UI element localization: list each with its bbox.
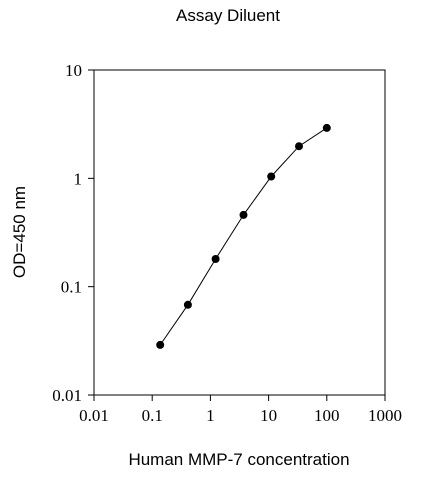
data-points (156, 123, 331, 349)
x-tick-label: 0.1 (142, 406, 163, 425)
y-axis-ticks: 0.01 0.1 1 10 (52, 61, 94, 405)
y-tick-label: 10 (65, 61, 82, 80)
y-tick-label: 1 (74, 169, 83, 188)
series-line (159, 127, 328, 346)
data-point (156, 340, 165, 349)
x-tick-label: 0.01 (79, 406, 109, 425)
chart-title: Assay Diluent (176, 6, 280, 25)
x-tick-label: 100 (314, 406, 340, 425)
x-tick-label: 1 (206, 406, 215, 425)
data-point (295, 142, 303, 151)
data-point (267, 172, 276, 181)
y-tick-label: 0.01 (52, 386, 82, 405)
x-tick-label: 10 (260, 406, 277, 425)
y-tick-label: 0.1 (61, 278, 82, 297)
x-axis-ticks: 0.01 0.1 1 10 100 1000 (79, 395, 402, 425)
data-point (183, 300, 192, 309)
data-point (211, 255, 220, 263)
y-axis-label: OD=450 nm (10, 186, 29, 278)
data-point (239, 210, 248, 219)
x-axis-label: Human MMP-7 concentration (128, 450, 349, 469)
x-tick-label: 1000 (368, 406, 402, 425)
plot-frame (93, 69, 386, 396)
data-point (322, 123, 331, 132)
